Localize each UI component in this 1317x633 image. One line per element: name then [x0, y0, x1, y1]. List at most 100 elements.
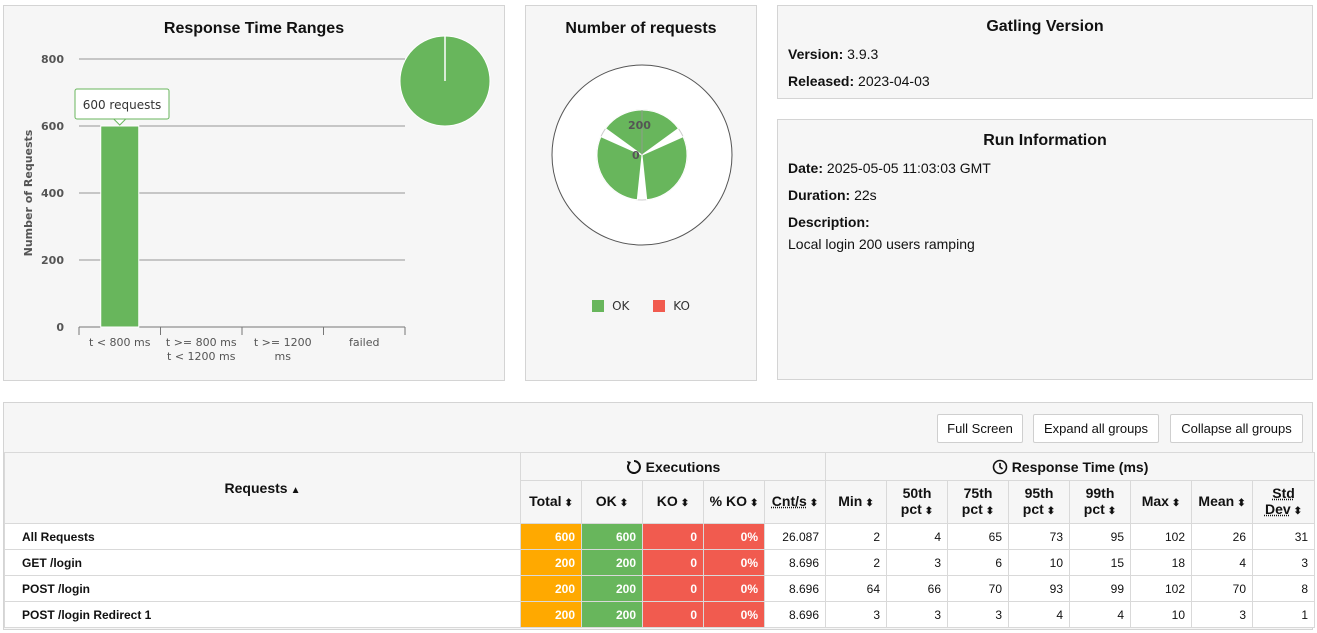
cell-p95: 10 [1008, 549, 1070, 576]
polar-slice [641, 136, 688, 201]
std-dev-column-header[interactable]: Std Dev ⬍ [1251, 480, 1316, 524]
min-column-header[interactable]: Min ⬍ [825, 480, 887, 524]
request-name[interactable]: POST /login [4, 575, 521, 602]
sort-icon: ⬍ [985, 505, 995, 517]
executions-group-header: Executions [520, 452, 826, 481]
cell-std: 3 [1251, 549, 1316, 576]
cell-std: 31 [1251, 523, 1316, 550]
p95-column-header[interactable]: 95th pct ⬍ [1008, 480, 1070, 524]
y-tick-label: 600 [41, 120, 64, 133]
request-name[interactable]: GET /login [4, 549, 521, 576]
sort-icon: ⬍ [749, 497, 759, 509]
requests-legend: OK KO [526, 299, 756, 315]
cell-cnt-s: 26.087 [764, 523, 826, 550]
response-time-group-header: Response Time (ms) [824, 452, 1316, 481]
table-row[interactable]: POST /login 200 200 0 0% 8.696 64 66 70 93 99 102 70… [4, 575, 1316, 602]
p75-column-header[interactable]: 75th pct ⬍ [947, 480, 1009, 524]
x-tick-label: t >= 1200 [254, 336, 312, 349]
polar-slice [596, 136, 643, 201]
gatling-version-panel: Gatling Version Version: 3.9.3 Released:… [777, 5, 1313, 99]
cell-min: 2 [825, 549, 887, 576]
cell-min: 3 [825, 601, 887, 628]
gatling-version-title: Gatling Version [986, 18, 1104, 35]
legend-item-ko[interactable]: KO [653, 299, 690, 313]
collapse-all-groups-button[interactable]: Collapse all groups [1170, 414, 1303, 443]
tooltip-pointer [112, 118, 127, 126]
response-time-ranges-chart: 0 200 400 600 800 t < 800 ms t >= 800 mst < 12… [22, 35, 491, 363]
total-column-header[interactable]: Total ⬍ [520, 480, 582, 524]
pct-ko-column-header[interactable]: % KO ⬍ [703, 480, 765, 524]
cell-mean: 70 [1191, 575, 1253, 602]
x-tick-label: t < 800 ms [89, 336, 151, 349]
cell-p99: 4 [1069, 601, 1131, 628]
clock-icon [992, 459, 1007, 474]
cell-max: 18 [1130, 549, 1192, 576]
radial-tick-label: 200 [628, 119, 651, 132]
cell-cnt-s: 8.696 [764, 575, 826, 602]
response-time-ranges-title: Response Time Ranges [163, 20, 345, 37]
cell-min: 64 [825, 575, 887, 602]
cell-p75: 70 [947, 575, 1009, 602]
cell-ko: 0 [642, 549, 704, 576]
cell-p99: 99 [1069, 575, 1131, 602]
cell-total: 200 [520, 575, 582, 602]
duration-label: Duration: [788, 187, 851, 203]
cell-std: 1 [1251, 601, 1316, 628]
cell-p95: 93 [1008, 575, 1070, 602]
cell-total: 200 [520, 601, 582, 628]
sort-icon: ⬍ [1293, 505, 1303, 517]
legend-label-ko: KO [673, 299, 690, 313]
released-value: 2023-04-03 [858, 73, 930, 89]
version-label: Version: [788, 46, 844, 62]
x-tick-label: ms [275, 350, 292, 363]
table-row[interactable]: POST /login Redirect 1 200 200 0 0% 8.696 3 3 3 4… [4, 601, 1316, 628]
legend-swatch-ko [653, 300, 666, 312]
request-name[interactable]: All Requests [4, 523, 521, 550]
requests-column-header[interactable]: Requests ▲ [4, 452, 521, 524]
released-label: Released: [788, 73, 855, 89]
expand-all-groups-button[interactable]: Expand all groups [1033, 414, 1159, 443]
table-row[interactable]: GET /login 200 200 0 0% 8.696 2 3 6 10 15 18 4 3 [4, 549, 1316, 576]
sort-icon: ⬍ [865, 497, 874, 509]
mean-column-header[interactable]: Mean ⬍ [1191, 480, 1253, 524]
refresh-icon [626, 459, 641, 474]
date-value: 2025-05-05 11:03:03 GMT [826, 160, 991, 176]
bar [100, 125, 140, 328]
cell-ko: 0 [642, 575, 704, 602]
table-row[interactable]: All Requests 600 600 0 0% 26.087 2 4 65 73 95 102 26… [4, 523, 1316, 550]
cell-pct-ko: 0% [703, 523, 765, 550]
p50-column-header[interactable]: 50th pct ⬍ [886, 480, 948, 524]
ko-column-header[interactable]: KO ⬍ [642, 480, 704, 524]
x-tick-label: t < 1200 ms [167, 350, 236, 363]
radial-tick-label: 0 [632, 149, 640, 162]
ok-column-header[interactable]: OK ⬍ [581, 480, 643, 524]
version-value: 3.9.3 [847, 46, 879, 62]
run-information-title: Run Information [983, 132, 1107, 149]
request-name[interactable]: POST /login Redirect 1 [4, 601, 521, 628]
sort-icon: ⬍ [1171, 497, 1181, 509]
cell-p75: 6 [947, 549, 1009, 576]
number-of-requests-title: Number of requests [565, 20, 717, 37]
statistics-panel: Full Screen Expand all groups Collapse a… [3, 402, 1316, 630]
cell-ok: 200 [581, 549, 643, 576]
duration-line: Duration: 22s [788, 187, 877, 203]
description-value: Local login 200 users ramping [788, 236, 975, 252]
statistics-table: Requests ▲ Executions Response Time (ms) [4, 452, 1316, 628]
p99-column-header[interactable]: 99th pct ⬍ [1069, 480, 1131, 524]
full-screen-button[interactable]: Full Screen [937, 414, 1023, 443]
cell-total: 600 [520, 523, 582, 550]
cell-p50: 4 [886, 523, 948, 550]
cell-ko: 0 [642, 601, 704, 628]
cell-max: 102 [1130, 523, 1192, 550]
cnt-s-column-header[interactable]: Cnt/s ⬍ [764, 480, 826, 524]
max-column-header[interactable]: Max ⬍ [1130, 480, 1192, 524]
sort-icon: ⬍ [809, 497, 819, 509]
sort-icon: ⬍ [680, 497, 690, 509]
sort-icon: ⬍ [1237, 497, 1246, 509]
legend-item-ok[interactable]: OK [592, 299, 629, 313]
y-tick-label: 0 [56, 321, 64, 334]
cell-ok: 200 [581, 601, 643, 628]
description-label: Description: [788, 214, 870, 230]
cell-max: 102 [1130, 575, 1192, 602]
cell-pct-ko: 0% [703, 549, 765, 576]
